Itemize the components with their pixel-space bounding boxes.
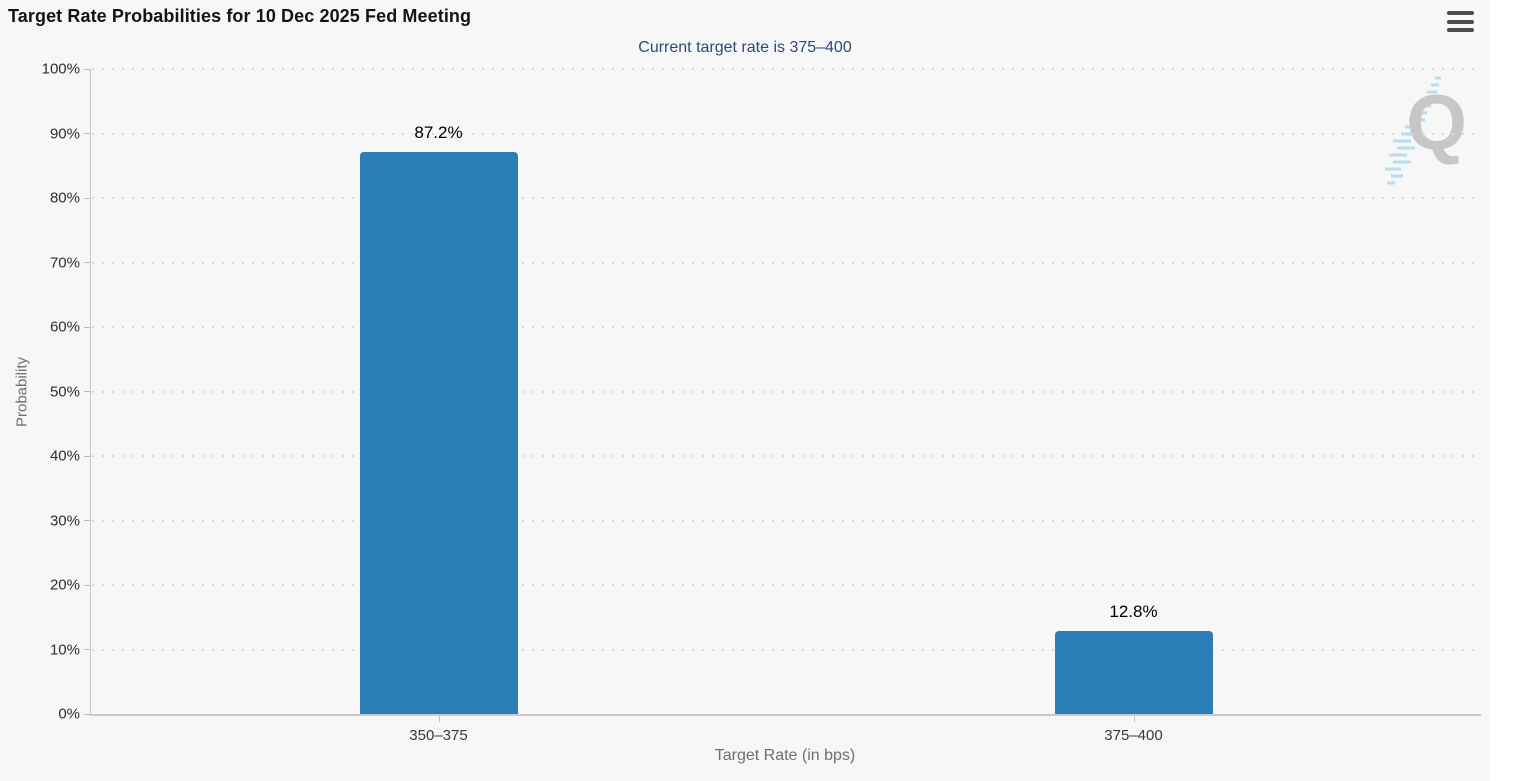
gridline <box>92 68 1480 70</box>
y-tick-mark <box>84 326 90 328</box>
hamburger-icon <box>1447 19 1474 24</box>
y-tick-mark <box>84 197 90 199</box>
hamburger-icon <box>1447 11 1474 15</box>
y-tick-mark <box>84 262 90 263</box>
x-category-label: 350–375 <box>409 727 468 744</box>
y-tick-label: 50% <box>49 383 80 400</box>
x-category-label: 375–400 <box>1104 727 1163 744</box>
y-tick-mark <box>84 133 90 134</box>
y-tick-mark <box>84 649 90 650</box>
y-tick-mark <box>84 68 90 70</box>
bar-350–375 <box>359 151 518 714</box>
x-tick-mark <box>438 716 440 722</box>
y-tick-mark <box>84 391 90 392</box>
watermark-stripes-icon <box>1385 76 1441 185</box>
y-tick-mark <box>84 520 90 521</box>
gridline <box>92 584 1480 586</box>
gridline <box>92 519 1480 522</box>
chart-menu-button[interactable] <box>1447 11 1474 32</box>
y-tick-label: 0% <box>58 705 80 723</box>
y-tick-mark <box>84 455 90 457</box>
gridline <box>92 455 1480 457</box>
y-axis-title: Probability <box>13 356 31 428</box>
chart-subtitle: Current target rate is 375–400 <box>638 39 852 56</box>
gridline <box>92 132 1480 135</box>
chart-title: Target Rate Probabilities for 10 Dec 202… <box>8 6 472 26</box>
bar-value-label: 12.8% <box>1109 602 1158 622</box>
quikstrike-watermark: Q <box>1373 75 1469 187</box>
y-tick-label: 100% <box>41 60 80 78</box>
x-axis-title: Target Rate (in bps) <box>714 747 856 764</box>
chart-card: Target Rate Probabilities for 10 Dec 202… <box>8 6 1481 764</box>
gridline <box>92 326 1480 328</box>
bar-value-label: 87.2% <box>414 122 463 142</box>
y-tick-mark <box>84 584 90 586</box>
gridline <box>92 197 1480 199</box>
plot-area: Q 0% 10% 20% 30% 40% 50% 60% 70% 80% 90% 100% 87.2%… <box>42 61 1481 744</box>
gridline <box>92 390 1480 393</box>
y-tick-label: 80% <box>49 189 80 207</box>
x-tick-mark <box>1133 716 1135 722</box>
y-tick-mark <box>84 713 90 715</box>
bar-375–400 <box>1054 631 1213 714</box>
watermark-q-letter: Q <box>1406 78 1467 166</box>
y-tick-label: 40% <box>49 447 80 465</box>
y-tick-label: 70% <box>49 254 80 271</box>
gridline <box>92 648 1480 651</box>
y-tick-label: 10% <box>49 641 80 658</box>
y-tick-label: 20% <box>49 576 80 594</box>
y-tick-label: 60% <box>49 318 80 336</box>
hamburger-icon <box>1447 28 1474 32</box>
y-tick-label: 30% <box>49 512 80 529</box>
y-tick-label: 90% <box>49 125 80 142</box>
gridline <box>92 261 1480 264</box>
